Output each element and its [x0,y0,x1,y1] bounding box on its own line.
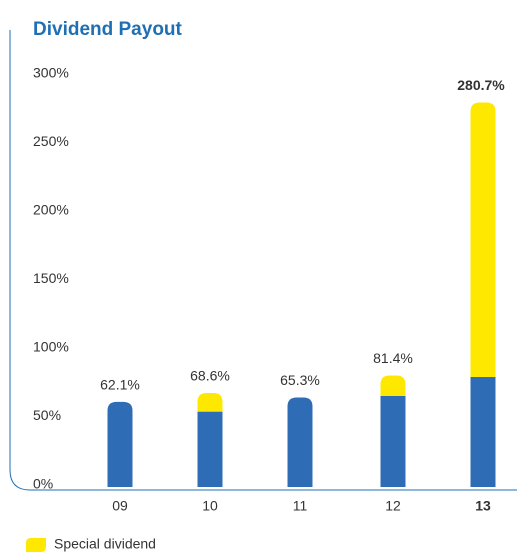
y-tick-label: 200% [33,202,69,218]
legend-swatch [26,538,46,552]
axis-frame [9,30,517,491]
bar-segment [380,375,406,397]
x-tick-label: 11 [293,498,308,514]
total-label: 280.7% [457,77,505,93]
y-tick-label: 250% [33,133,69,149]
total-label: 65.3% [280,372,320,388]
total-label: 68.6% [190,368,230,384]
bar-segment [470,376,496,487]
y-tick-label: 50% [33,407,61,423]
total-label: 81.4% [373,350,413,366]
y-tick-label: 300% [33,65,69,81]
bar-segment [197,393,223,412]
bar-segment [107,401,133,487]
y-tick-label: 100% [33,339,69,355]
y-tick-label: 0% [33,476,53,492]
bar-segment [287,397,313,487]
x-tick-label: 10 [202,498,218,514]
bar-segment [470,102,496,377]
total-label: 62.1% [100,377,140,393]
bar-segment [197,411,223,487]
x-tick-label: 09 [112,498,128,514]
x-tick-label: 12 [385,498,401,514]
x-tick-label: 13 [475,498,491,514]
bar-segment [380,396,406,487]
chart-title: Dividend Payout [33,19,183,40]
y-tick-label: 150% [33,270,69,286]
legend-label: Special dividend [54,536,156,552]
